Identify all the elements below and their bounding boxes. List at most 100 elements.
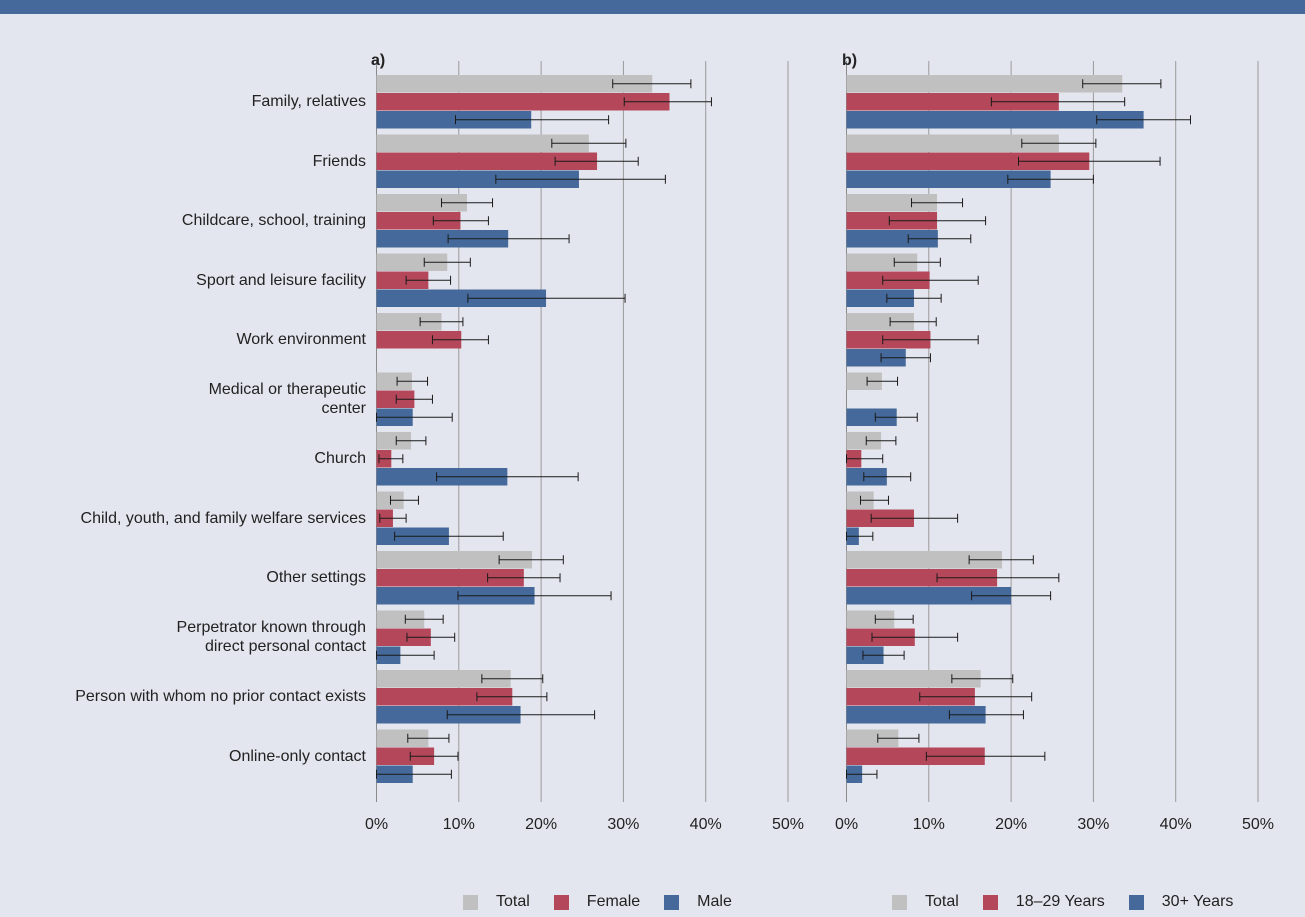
bar — [846, 230, 938, 248]
bar — [376, 747, 435, 765]
bar — [846, 75, 1123, 93]
bar — [846, 587, 1012, 605]
panel-b-title: b) — [842, 52, 858, 69]
panel-a-title: a) — [371, 52, 386, 69]
category-label-line: Church — [314, 450, 366, 468]
x-tick-label: 20% — [995, 816, 1027, 833]
category-label: Medical or therapeutic center — [16, 380, 366, 418]
category-label: Childcare, school, training — [16, 211, 366, 230]
bar — [376, 628, 431, 646]
x-tick-label: 0% — [365, 816, 388, 833]
bar — [376, 271, 429, 289]
bar — [376, 390, 415, 408]
bar — [846, 170, 1051, 188]
x-tick-label: 30% — [1077, 816, 1109, 833]
bar — [846, 93, 1059, 111]
x-tick-label: 30% — [607, 816, 639, 833]
bar — [846, 610, 895, 628]
bar — [846, 372, 882, 390]
bar — [376, 75, 653, 93]
bar — [376, 670, 511, 688]
x-tick-label: 10% — [913, 816, 945, 833]
bar — [846, 289, 914, 307]
bar — [376, 432, 412, 450]
bar — [846, 194, 938, 212]
bar — [376, 253, 448, 271]
x-tick-label: 40% — [690, 816, 722, 833]
bar — [846, 729, 899, 747]
category-label-line: Medical or therapeutic — [208, 381, 366, 399]
category-label-line: center — [321, 400, 366, 418]
category-label-line: Friends — [312, 152, 366, 170]
legend-label: Female — [586, 893, 641, 910]
category-label-line: Child, youth, and family welfare service… — [80, 509, 366, 527]
figure-header-band — [0, 0, 1305, 14]
legend-swatch-total — [892, 894, 907, 910]
x-tick-label: 20% — [525, 816, 557, 833]
legend-item-female: Female — [553, 893, 641, 911]
bar — [376, 331, 462, 349]
legend-item-total: Total — [463, 893, 530, 911]
bar — [376, 230, 509, 248]
category-label: Online-only contact — [16, 747, 366, 766]
bar — [846, 111, 1144, 129]
bar — [376, 170, 579, 188]
category-label: Person with whom no prior contact exists — [16, 687, 366, 706]
legend-a: Total Female Male — [463, 893, 756, 911]
category-label: Friends — [16, 152, 366, 171]
bar — [376, 587, 535, 605]
category-label-line: Person with whom no prior contact exists — [75, 688, 366, 706]
category-label-line: direct personal contact — [205, 638, 366, 656]
bar — [846, 670, 981, 688]
bar — [846, 349, 906, 367]
bar — [846, 253, 918, 271]
category-label-line: Childcare, school, training — [181, 212, 366, 230]
legend-swatch-female — [553, 894, 569, 910]
bar — [846, 134, 1059, 152]
bar — [376, 152, 598, 170]
bar — [846, 432, 882, 450]
legend-label: 18–29 Years — [1015, 893, 1105, 910]
bar — [846, 551, 1003, 569]
category-label: Work environment — [16, 330, 366, 349]
legend-label: Total — [496, 893, 530, 910]
category-label: Child, youth, and family welfare service… — [16, 509, 366, 528]
bar — [376, 134, 589, 152]
bar — [846, 747, 985, 765]
legend-b: Total 18–29 Years 30+ Years — [892, 893, 1257, 911]
category-label: Church — [16, 449, 366, 468]
bar — [376, 551, 533, 569]
x-tick-label: 10% — [443, 816, 475, 833]
category-label-line: Online-only contact — [229, 747, 366, 765]
bar — [376, 212, 461, 230]
bar — [846, 408, 897, 426]
category-label-line: Sport and leisure facility — [196, 271, 366, 289]
legend-item-total: Total — [892, 893, 959, 911]
x-tick-label: 50% — [1242, 816, 1274, 833]
bar — [376, 194, 468, 212]
bar — [376, 569, 524, 587]
bar — [376, 688, 513, 706]
chart-canvas: 0% 10% 20% 30% 40% 50% 0% 10% 20% 30% 40% 50% — [365, 61, 1274, 833]
bar — [846, 706, 986, 724]
chart-panel: 0% 10% 20% 30% 40% 50% 0% 10% 20% 30% 40% 50% Famil… — [8, 20, 1297, 911]
bar — [846, 688, 975, 706]
category-label-line: Other settings — [266, 569, 366, 587]
category-label: Other settings — [16, 568, 366, 587]
bar — [376, 93, 670, 111]
bar — [376, 313, 442, 331]
bar — [376, 372, 412, 390]
legend-swatch-total — [463, 894, 478, 910]
category-label: Perpetrator known through direct personal… — [16, 618, 366, 656]
bar — [376, 729, 429, 747]
category-label: Family, relatives — [16, 92, 366, 111]
category-label: Sport and leisure facility — [16, 271, 366, 290]
category-label-line: Perpetrator known through — [176, 619, 366, 637]
category-label-line: Work environment — [236, 331, 366, 349]
legend-label: Total — [925, 893, 959, 910]
legend-swatch-30plus — [1128, 894, 1144, 910]
legend-swatch-male — [664, 894, 680, 910]
x-tick-label: 40% — [1160, 816, 1192, 833]
bar — [846, 152, 1090, 170]
bar — [376, 610, 425, 628]
